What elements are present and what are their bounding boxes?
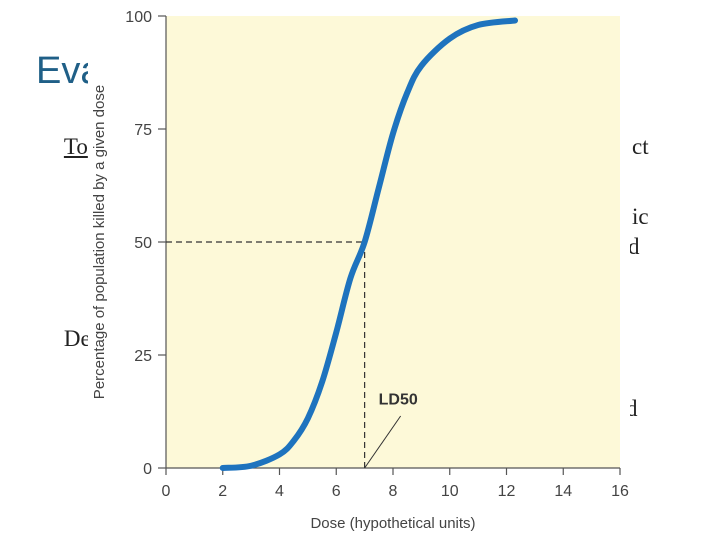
chart-container: 0 25 50 75 100 0 2 4 6 8 10 12 14 16 LD50 Dose (hypo… <box>88 6 630 534</box>
right-text-3: d <box>628 234 640 259</box>
x-tick-label: 0 <box>162 483 171 500</box>
x-tick-label: 2 <box>218 483 227 500</box>
ld50-leader-line <box>364 415 402 469</box>
bullet-dose:  De <box>46 326 91 351</box>
x-tick-label: 12 <box>498 483 516 500</box>
x-tick-label: 10 <box>441 483 459 500</box>
y-tick-label: 50 <box>134 235 152 252</box>
x-tick-label: 6 <box>332 483 341 500</box>
y-tick-label: 25 <box>134 348 152 365</box>
x-tick-label: 14 <box>554 483 572 500</box>
x-tick-label: 8 <box>389 483 398 500</box>
ld50-annotation: LD50 <box>379 392 418 409</box>
right-text-2: ic <box>632 204 649 229</box>
series-line <box>219 17 519 471</box>
y-tick-label: 100 <box>125 9 152 26</box>
bullet-toxicity:  To <box>46 134 88 159</box>
y-axis-label: Percentage of population killed by a giv… <box>91 85 108 399</box>
x-tick-label: 4 <box>275 483 284 500</box>
right-text-1: ct <box>632 134 649 159</box>
x-tick-label: 16 <box>611 483 629 500</box>
dose-response-chart: 0 25 50 75 100 0 2 4 6 8 10 12 14 16 LD50 Dose (hypo… <box>88 6 630 534</box>
right-text-4: d <box>626 396 638 421</box>
y-tick-label: 0 <box>143 461 152 478</box>
y-tick-label: 75 <box>134 122 152 139</box>
x-axis-label: Dose (hypothetical units) <box>310 515 475 532</box>
